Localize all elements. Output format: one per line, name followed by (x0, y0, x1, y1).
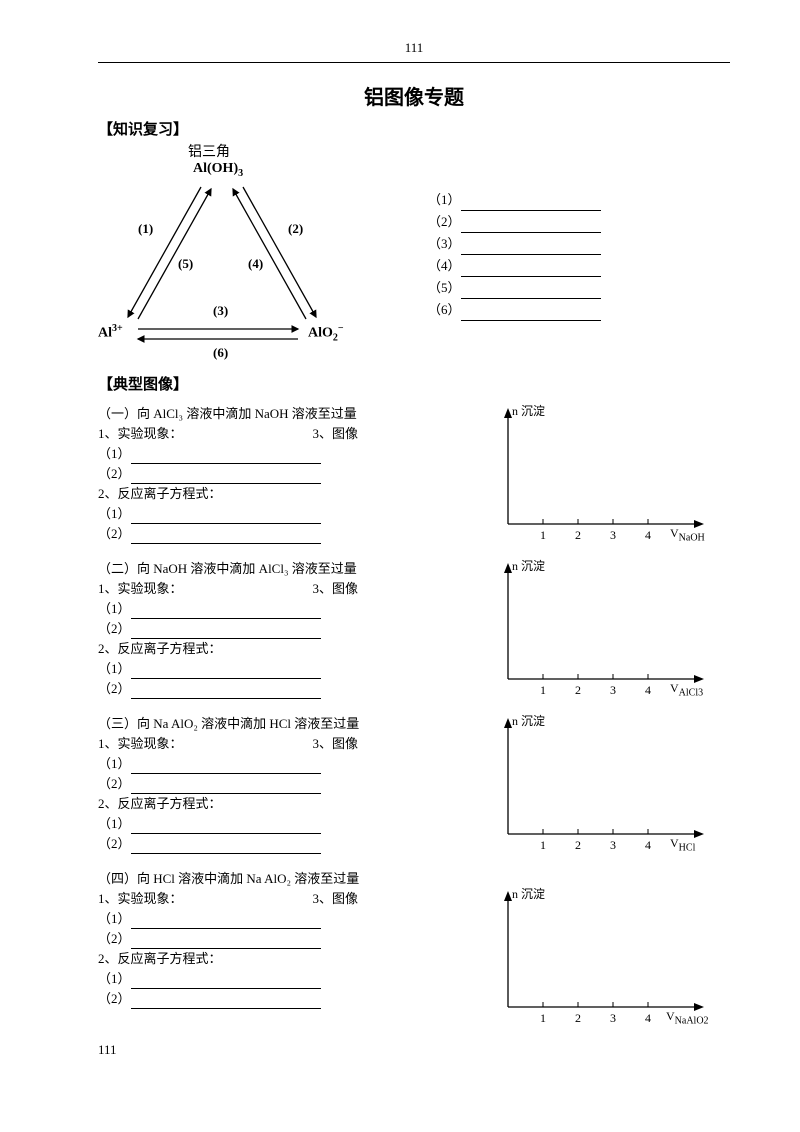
ex1-tick-1: 1 (540, 528, 546, 543)
blank-3: （3） (428, 233, 601, 255)
exercise-3: （三）向 Na AlO₂ 溶液中滴加 HCl 溶液至过量 1、实验现象：3、图像… (98, 714, 730, 859)
ex1-tick-3: 3 (610, 528, 616, 543)
exercise-4: （四）向 HCl 溶液中滴加 Na AlO₂ 溶液至过量 1、实验现象：3、图像… (98, 869, 730, 1032)
ex2-tick-1: 1 (540, 683, 546, 698)
ex1-b4: （2） (98, 524, 488, 544)
ex2-tick-4: 4 (645, 683, 651, 698)
blank-2: （2） (428, 211, 601, 233)
exercise-2: （二）向 NaOH 溶液中滴加 AlCl₃ 溶液至过量 1、实验现象：3、图像 … (98, 559, 730, 704)
ex1-xlabel: VNaOH (670, 526, 705, 543)
triangle-diagram: Al(OH)3 Al3+ AlO2− (98, 161, 368, 371)
blank-6: （6） (428, 299, 601, 321)
ex4-line1: 1、实验现象：3、图像 (98, 889, 488, 909)
ex3-tick-2: 2 (575, 838, 581, 853)
ex4-tick-3: 3 (610, 1011, 616, 1026)
page-footer-num: 111 (98, 1042, 730, 1058)
triangle-blanks: （1） （2） （3） （4） （5） （6） (368, 161, 601, 371)
ex3-tick-4: 4 (645, 838, 651, 853)
ex2-b1: （1） (98, 599, 488, 619)
ex4-tick-1: 1 (540, 1011, 546, 1026)
exercise-1-text: （一）向 AlCl₃ 溶液中滴加 NaOH 溶液至过量 1、实验现象：3、图像 … (98, 404, 488, 549)
triangle-caption: 铝三角 (98, 141, 730, 161)
ex3-ylabel: n 沉淀 (512, 712, 545, 729)
ex1-line2: 2、反应离子方程式： (98, 484, 488, 504)
ex3-line2: 2、反应离子方程式： (98, 794, 488, 814)
ex4-line2: 2、反应离子方程式： (98, 949, 488, 969)
edge-num-3: (3) (213, 303, 228, 319)
triangle-arrows (98, 161, 368, 371)
triangle-section: Al(OH)3 Al3+ AlO2− (98, 161, 730, 371)
ex2-line1: 1、实验现象：3、图像 (98, 579, 488, 599)
blank-1: （1） (428, 189, 601, 211)
exercise-2-chart: n 沉淀 1 2 3 4 VAlCl3 (488, 559, 728, 704)
ex1-ylabel: n 沉淀 (512, 402, 545, 419)
ex1-b2: （2） (98, 464, 488, 484)
edge-num-4: (4) (248, 256, 263, 272)
ex3-xlabel: VHCl (670, 836, 695, 853)
edge-num-1: (1) (138, 221, 153, 237)
edge-num-5: (5) (178, 256, 193, 272)
exercise-1: （一）向 AlCl₃ 溶液中滴加 NaOH 溶液至过量 1、实验现象：3、图像 … (98, 404, 730, 549)
exercise-4-text: （四）向 HCl 溶液中滴加 Na AlO₂ 溶液至过量 1、实验现象：3、图像… (98, 869, 488, 1032)
ex1-title: （一）向 AlCl₃ 溶液中滴加 NaOH 溶液至过量 (98, 404, 488, 424)
ex2-b4: （2） (98, 679, 488, 699)
ex1-line1: 1、实验现象：3、图像 (98, 424, 488, 444)
header-rule (98, 62, 730, 63)
ex1-b1: （1） (98, 444, 488, 464)
ex3-line1: 1、实验现象：3、图像 (98, 734, 488, 754)
ex2-ylabel: n 沉淀 (512, 557, 545, 574)
ex3-tick-1: 1 (540, 838, 546, 853)
ex2-b3: （1） (98, 659, 488, 679)
ex2-b2: （2） (98, 619, 488, 639)
ex3-title: （三）向 Na AlO₂ 溶液中滴加 HCl 溶液至过量 (98, 714, 488, 734)
ex4-xlabel: VNaAlO2 (666, 1009, 709, 1026)
ex2-line2: 2、反应离子方程式： (98, 639, 488, 659)
exercise-2-text: （二）向 NaOH 溶液中滴加 AlCl₃ 溶液至过量 1、实验现象：3、图像 … (98, 559, 488, 704)
ex4-b2: （2） (98, 929, 488, 949)
ex3-tick-3: 3 (610, 838, 616, 853)
ex4-b4: （2） (98, 989, 488, 1009)
page-title: 铝图像专题 (98, 81, 730, 110)
edge-num-6: (6) (213, 345, 228, 361)
blank-5: （5） (428, 277, 601, 299)
ex3-b2: （2） (98, 774, 488, 794)
exercise-3-text: （三）向 Na AlO₂ 溶液中滴加 HCl 溶液至过量 1、实验现象：3、图像… (98, 714, 488, 859)
page: 111 铝图像专题 【知识复习】 铝三角 Al(OH)3 Al3+ AlO2− (0, 0, 800, 1078)
knowledge-review-header: 【知识复习】 (98, 118, 730, 139)
ex4-title: （四）向 HCl 溶液中滴加 Na AlO₂ 溶液至过量 (98, 869, 488, 889)
exercise-1-chart: n 沉淀 1 2 3 4 VNaOH (488, 404, 728, 549)
ex3-b1: （1） (98, 754, 488, 774)
typical-images-header: 【典型图像】 (98, 373, 730, 394)
page-header-num: 111 (98, 40, 730, 56)
ex3-b4: （2） (98, 834, 488, 854)
blank-4: （4） (428, 255, 601, 277)
edge-num-2: (2) (288, 221, 303, 237)
ex4-tick-2: 2 (575, 1011, 581, 1026)
exercise-3-chart: n 沉淀 1 2 3 4 VHCl (488, 714, 728, 859)
ex1-tick-4: 4 (645, 528, 651, 543)
ex4-tick-4: 4 (645, 1011, 651, 1026)
ex2-title: （二）向 NaOH 溶液中滴加 AlCl₃ 溶液至过量 (98, 559, 488, 579)
ex1-tick-2: 2 (575, 528, 581, 543)
ex2-xlabel: VAlCl3 (670, 681, 703, 698)
ex4-b3: （1） (98, 969, 488, 989)
ex4-ylabel: n 沉淀 (512, 885, 545, 902)
exercise-4-chart: n 沉淀 1 2 3 4 VNaAlO2 (488, 869, 728, 1032)
ex2-tick-2: 2 (575, 683, 581, 698)
ex3-b3: （1） (98, 814, 488, 834)
ex4-b1: （1） (98, 909, 488, 929)
ex1-b3: （1） (98, 504, 488, 524)
ex2-tick-3: 3 (610, 683, 616, 698)
